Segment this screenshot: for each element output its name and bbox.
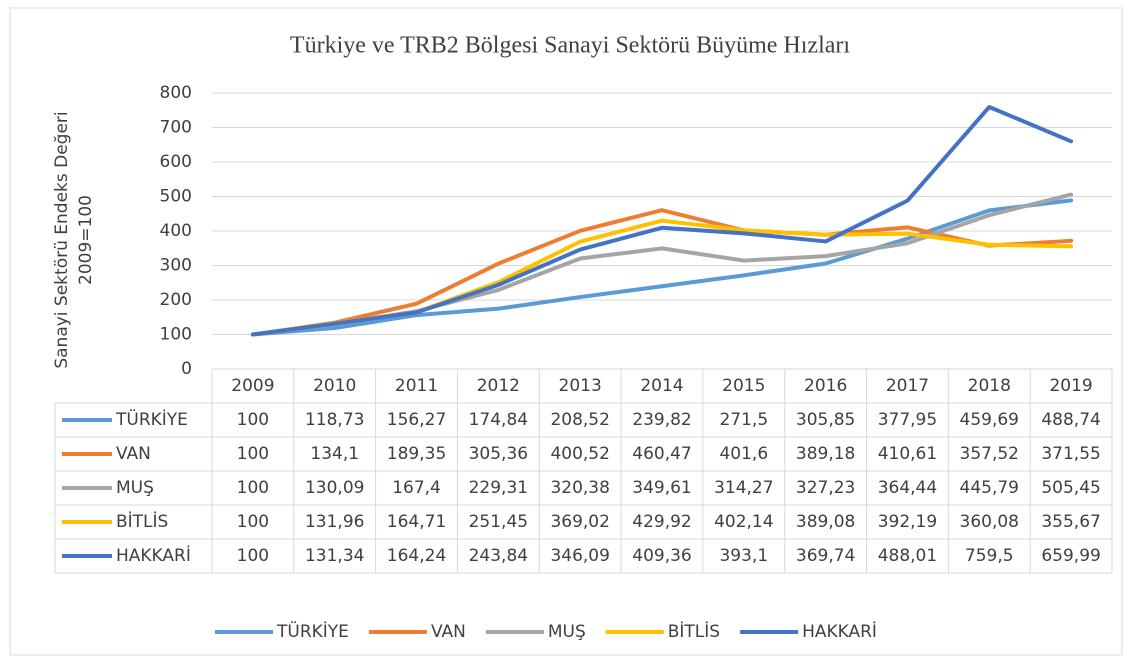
table-cell: 349,61	[632, 478, 691, 498]
y-axis-title: 2009=100	[76, 195, 96, 285]
table-cell: 402,14	[714, 512, 773, 532]
legend-label: HAKKARİ	[802, 621, 877, 642]
chart-border	[9, 7, 1123, 656]
table-cell: 131,96	[305, 512, 364, 532]
table-cell: 305,85	[796, 410, 855, 430]
table-cell: 208,52	[550, 410, 609, 430]
x-tick-label: 2013	[559, 376, 602, 396]
chart-title: Türkiye ve TRB2 Bölgesi Sanayi Sektörü B…	[290, 33, 850, 59]
table-cell: 401,6	[719, 444, 768, 464]
x-tick-label: 2016	[804, 376, 847, 396]
table-cell: 243,84	[469, 546, 528, 566]
table-cell: 327,23	[796, 478, 855, 498]
table-cell: 167,4	[392, 478, 441, 498]
table-cell: 320,38	[550, 478, 609, 498]
table-cell: 360,08	[960, 512, 1019, 532]
table-cell: 488,01	[878, 546, 937, 566]
table-cell: 355,67	[1041, 512, 1100, 532]
legend-label: VAN	[431, 622, 466, 642]
y-tick-label: 700	[160, 118, 192, 138]
table-cell: 364,44	[878, 478, 937, 498]
table-cell: 409,36	[632, 546, 691, 566]
y-tick-label: 300	[160, 256, 192, 276]
table-cell: 100	[237, 444, 269, 464]
table-cell: 445,79	[960, 478, 1019, 498]
x-tick-label: 2018	[968, 376, 1011, 396]
table-cell: 400,52	[550, 444, 609, 464]
table-cell: 389,18	[796, 444, 855, 464]
table-cell: 100	[237, 546, 269, 566]
table-cell: 429,92	[632, 512, 691, 532]
table-cell: 229,31	[469, 478, 528, 498]
table-cell: 369,74	[796, 546, 855, 566]
table-cell: 100	[237, 410, 269, 430]
x-tick-label: 2014	[640, 376, 683, 396]
table-cell: 164,71	[387, 512, 446, 532]
table-cell: 156,27	[387, 410, 446, 430]
x-tick-label: 2010	[313, 376, 356, 396]
series-name: VAN	[116, 444, 151, 464]
table-cell: 460,47	[632, 444, 691, 464]
table-cell: 134,1	[310, 444, 359, 464]
table-cell: 488,74	[1041, 410, 1100, 430]
series-name: BİTLİS	[116, 511, 168, 532]
table-cell: 369,02	[550, 512, 609, 532]
x-tick-label: 2011	[395, 376, 438, 396]
series-line	[250, 198, 1074, 337]
legend-label: BİTLİS	[668, 621, 720, 642]
y-tick-label: 600	[160, 152, 192, 172]
y-tick-label: 200	[160, 290, 192, 310]
table-cell: 164,24	[387, 546, 446, 566]
series-name: HAKKARİ	[116, 545, 191, 566]
table-cell: 305,36	[469, 444, 528, 464]
table-cell: 100	[237, 478, 269, 498]
legend-label: MUŞ	[548, 622, 586, 642]
y-tick-label: 400	[160, 221, 192, 241]
x-tick-label: 2017	[886, 376, 929, 396]
table-cell: 659,99	[1041, 546, 1100, 566]
table-cell: 392,19	[878, 512, 937, 532]
y-tick-label: 500	[160, 187, 192, 207]
y-tick-label: 100	[160, 325, 192, 345]
table-cell: 174,84	[469, 410, 528, 430]
table-cell: 131,34	[305, 546, 364, 566]
table-cell: 459,69	[960, 410, 1019, 430]
table-cell: 100	[237, 512, 269, 532]
table-cell: 377,95	[878, 410, 937, 430]
series-line	[250, 104, 1074, 337]
y-tick-label: 0	[181, 359, 192, 379]
table-cell: 371,55	[1041, 444, 1100, 464]
table-cell: 130,09	[305, 478, 364, 498]
x-tick-label: 2012	[477, 376, 520, 396]
table-cell: 271,5	[719, 410, 768, 430]
x-tick-label: 2015	[722, 376, 765, 396]
table-cell: 389,08	[796, 512, 855, 532]
y-axis-title: Sanayi Sektörü Endeks Değeri	[52, 111, 72, 368]
table-cell: 314,27	[714, 478, 773, 498]
series-name: MUŞ	[116, 478, 154, 498]
table-cell: 505,45	[1041, 478, 1100, 498]
table-cell: 393,1	[719, 546, 768, 566]
series-name: TÜRKİYE	[115, 408, 188, 430]
table-cell: 189,35	[387, 444, 446, 464]
table-cell: 239,82	[632, 410, 691, 430]
table-cell: 410,61	[878, 444, 937, 464]
table-cell: 357,52	[960, 444, 1019, 464]
legend-label: TÜRKİYE	[276, 620, 349, 642]
table-cell: 759,5	[965, 546, 1014, 566]
table-cell: 251,45	[469, 512, 528, 532]
table-cell: 346,09	[550, 546, 609, 566]
y-tick-label: 800	[160, 83, 192, 103]
x-tick-label: 2019	[1049, 376, 1092, 396]
table-cell: 118,73	[305, 410, 364, 430]
x-tick-label: 2009	[231, 376, 274, 396]
